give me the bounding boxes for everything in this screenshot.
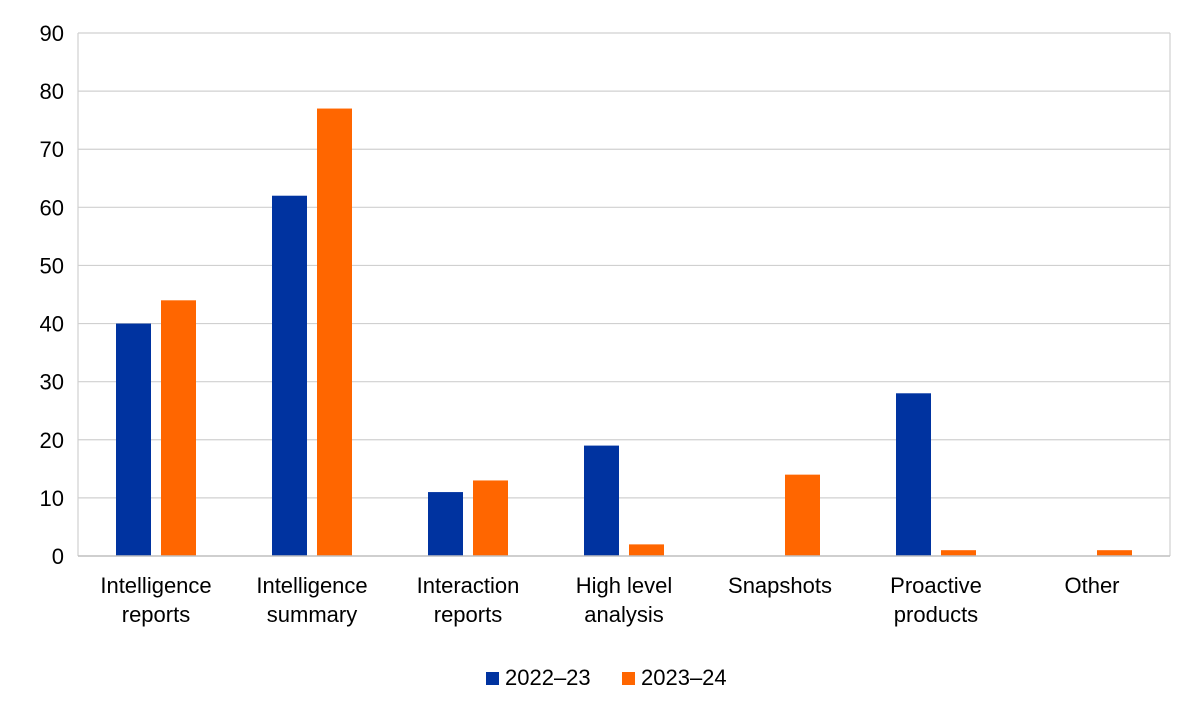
y-axis: 0 10 20 30 40 50 60 70 80 90 <box>40 21 1171 569</box>
x-tick-label: Other <box>1064 573 1119 598</box>
x-tick-label: Intelligence reports <box>100 573 211 627</box>
y-tick-label: 60 <box>40 195 64 220</box>
x-tick-label: Proactive products <box>890 573 982 627</box>
y-tick-label: 40 <box>40 312 64 337</box>
legend-swatch <box>486 672 499 685</box>
legend-label: 2023–24 <box>641 665 727 690</box>
bar-2023–24-3 <box>629 544 664 556</box>
x-tick-label: Interaction reports <box>417 573 520 627</box>
bar-series <box>116 108 1132 557</box>
legend: 2022–23 2023–24 <box>486 665 727 690</box>
bar-2023–24-6 <box>1097 550 1132 556</box>
bar-2023–24-5 <box>941 550 976 556</box>
y-tick-label: 20 <box>40 428 64 453</box>
legend-label: 2022–23 <box>505 665 591 690</box>
bar-2022–23-1 <box>272 195 307 556</box>
bar-2023–24-4 <box>785 474 820 556</box>
x-axis: Intelligence reports Intelligence summary In… <box>78 555 1170 627</box>
y-tick-label: 10 <box>40 486 64 511</box>
bar-2023–24-1 <box>317 108 352 557</box>
legend-swatch <box>622 672 635 685</box>
gridlines <box>78 32 1170 499</box>
y-tick-label: 80 <box>40 79 64 104</box>
bar-2023–24-2 <box>473 480 508 556</box>
y-tick-label: 50 <box>40 253 64 278</box>
bar-2022–23-5 <box>896 393 931 556</box>
bar-2022–23-2 <box>428 492 463 556</box>
y-tick-label: 90 <box>40 21 64 46</box>
bar-2022–23-3 <box>584 445 619 556</box>
x-tick-label: High level analysis <box>576 573 673 627</box>
y-tick-label: 0 <box>52 544 64 569</box>
bar-2023–24-0 <box>161 300 196 556</box>
bar-2022–23-0 <box>116 323 151 556</box>
y-tick-label: 70 <box>40 137 64 162</box>
x-tick-label: Intelligence summary <box>256 573 367 627</box>
x-tick-label: Snapshots <box>728 573 832 598</box>
y-tick-label: 30 <box>40 370 64 395</box>
